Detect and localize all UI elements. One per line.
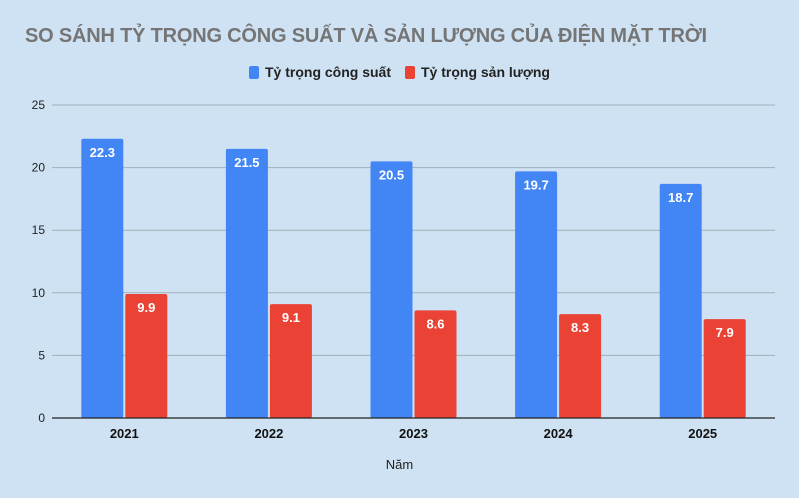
data-label: 19.7 bbox=[523, 177, 548, 192]
bar-capacity-2021[interactable] bbox=[81, 138, 124, 418]
x-tick-label: 2024 bbox=[544, 426, 574, 441]
data-label: 9.1 bbox=[282, 310, 300, 325]
y-tick-label: 0 bbox=[38, 411, 45, 425]
legend: Tỷ trọng công suất Tỷ trọng sản lượng bbox=[0, 64, 799, 80]
x-tick-label: 2023 bbox=[399, 426, 428, 441]
bar-capacity-2025[interactable] bbox=[659, 183, 702, 418]
y-tick-label: 20 bbox=[32, 161, 46, 175]
bar-capacity-2022[interactable] bbox=[225, 148, 268, 418]
legend-item-capacity[interactable]: Tỷ trọng công suất bbox=[249, 64, 391, 80]
bar-output-2024[interactable] bbox=[559, 314, 602, 418]
bar-capacity-2024[interactable] bbox=[515, 171, 558, 418]
bar-capacity-2023[interactable] bbox=[370, 161, 413, 418]
x-tick-label: 2025 bbox=[688, 426, 717, 441]
legend-item-output[interactable]: Tỷ trọng sản lượng bbox=[405, 64, 550, 80]
legend-swatch-blue bbox=[249, 65, 259, 79]
data-label: 8.6 bbox=[426, 316, 444, 331]
bar-output-2025[interactable] bbox=[703, 319, 746, 418]
x-tick-label: 2021 bbox=[110, 426, 139, 441]
bar-output-2021[interactable] bbox=[125, 294, 168, 418]
y-tick-label: 25 bbox=[32, 98, 46, 112]
bar-output-2023[interactable] bbox=[414, 310, 457, 418]
y-tick-label: 5 bbox=[38, 348, 45, 362]
data-label: 18.7 bbox=[668, 190, 693, 205]
data-label: 21.5 bbox=[234, 155, 259, 170]
y-tick-label: 15 bbox=[32, 223, 46, 237]
y-tick-label: 10 bbox=[32, 286, 46, 300]
data-label: 22.3 bbox=[90, 145, 115, 160]
x-axis-label: Năm bbox=[385, 457, 414, 472]
data-label: 8.3 bbox=[571, 320, 589, 335]
legend-label: Tỷ trọng công suất bbox=[265, 64, 391, 80]
legend-label: Tỷ trọng sản lượng bbox=[421, 64, 550, 80]
chart-title: SO SÁNH TỶ TRỌNG CÔNG SUẤT VÀ SẢN LƯỢNG … bbox=[25, 25, 707, 47]
data-label: 9.9 bbox=[137, 300, 155, 315]
data-label: 20.5 bbox=[379, 167, 404, 182]
data-label: 7.9 bbox=[716, 325, 734, 340]
legend-swatch-red bbox=[405, 65, 415, 79]
x-tick-label: 2022 bbox=[254, 426, 283, 441]
bar-output-2022[interactable] bbox=[269, 304, 312, 418]
